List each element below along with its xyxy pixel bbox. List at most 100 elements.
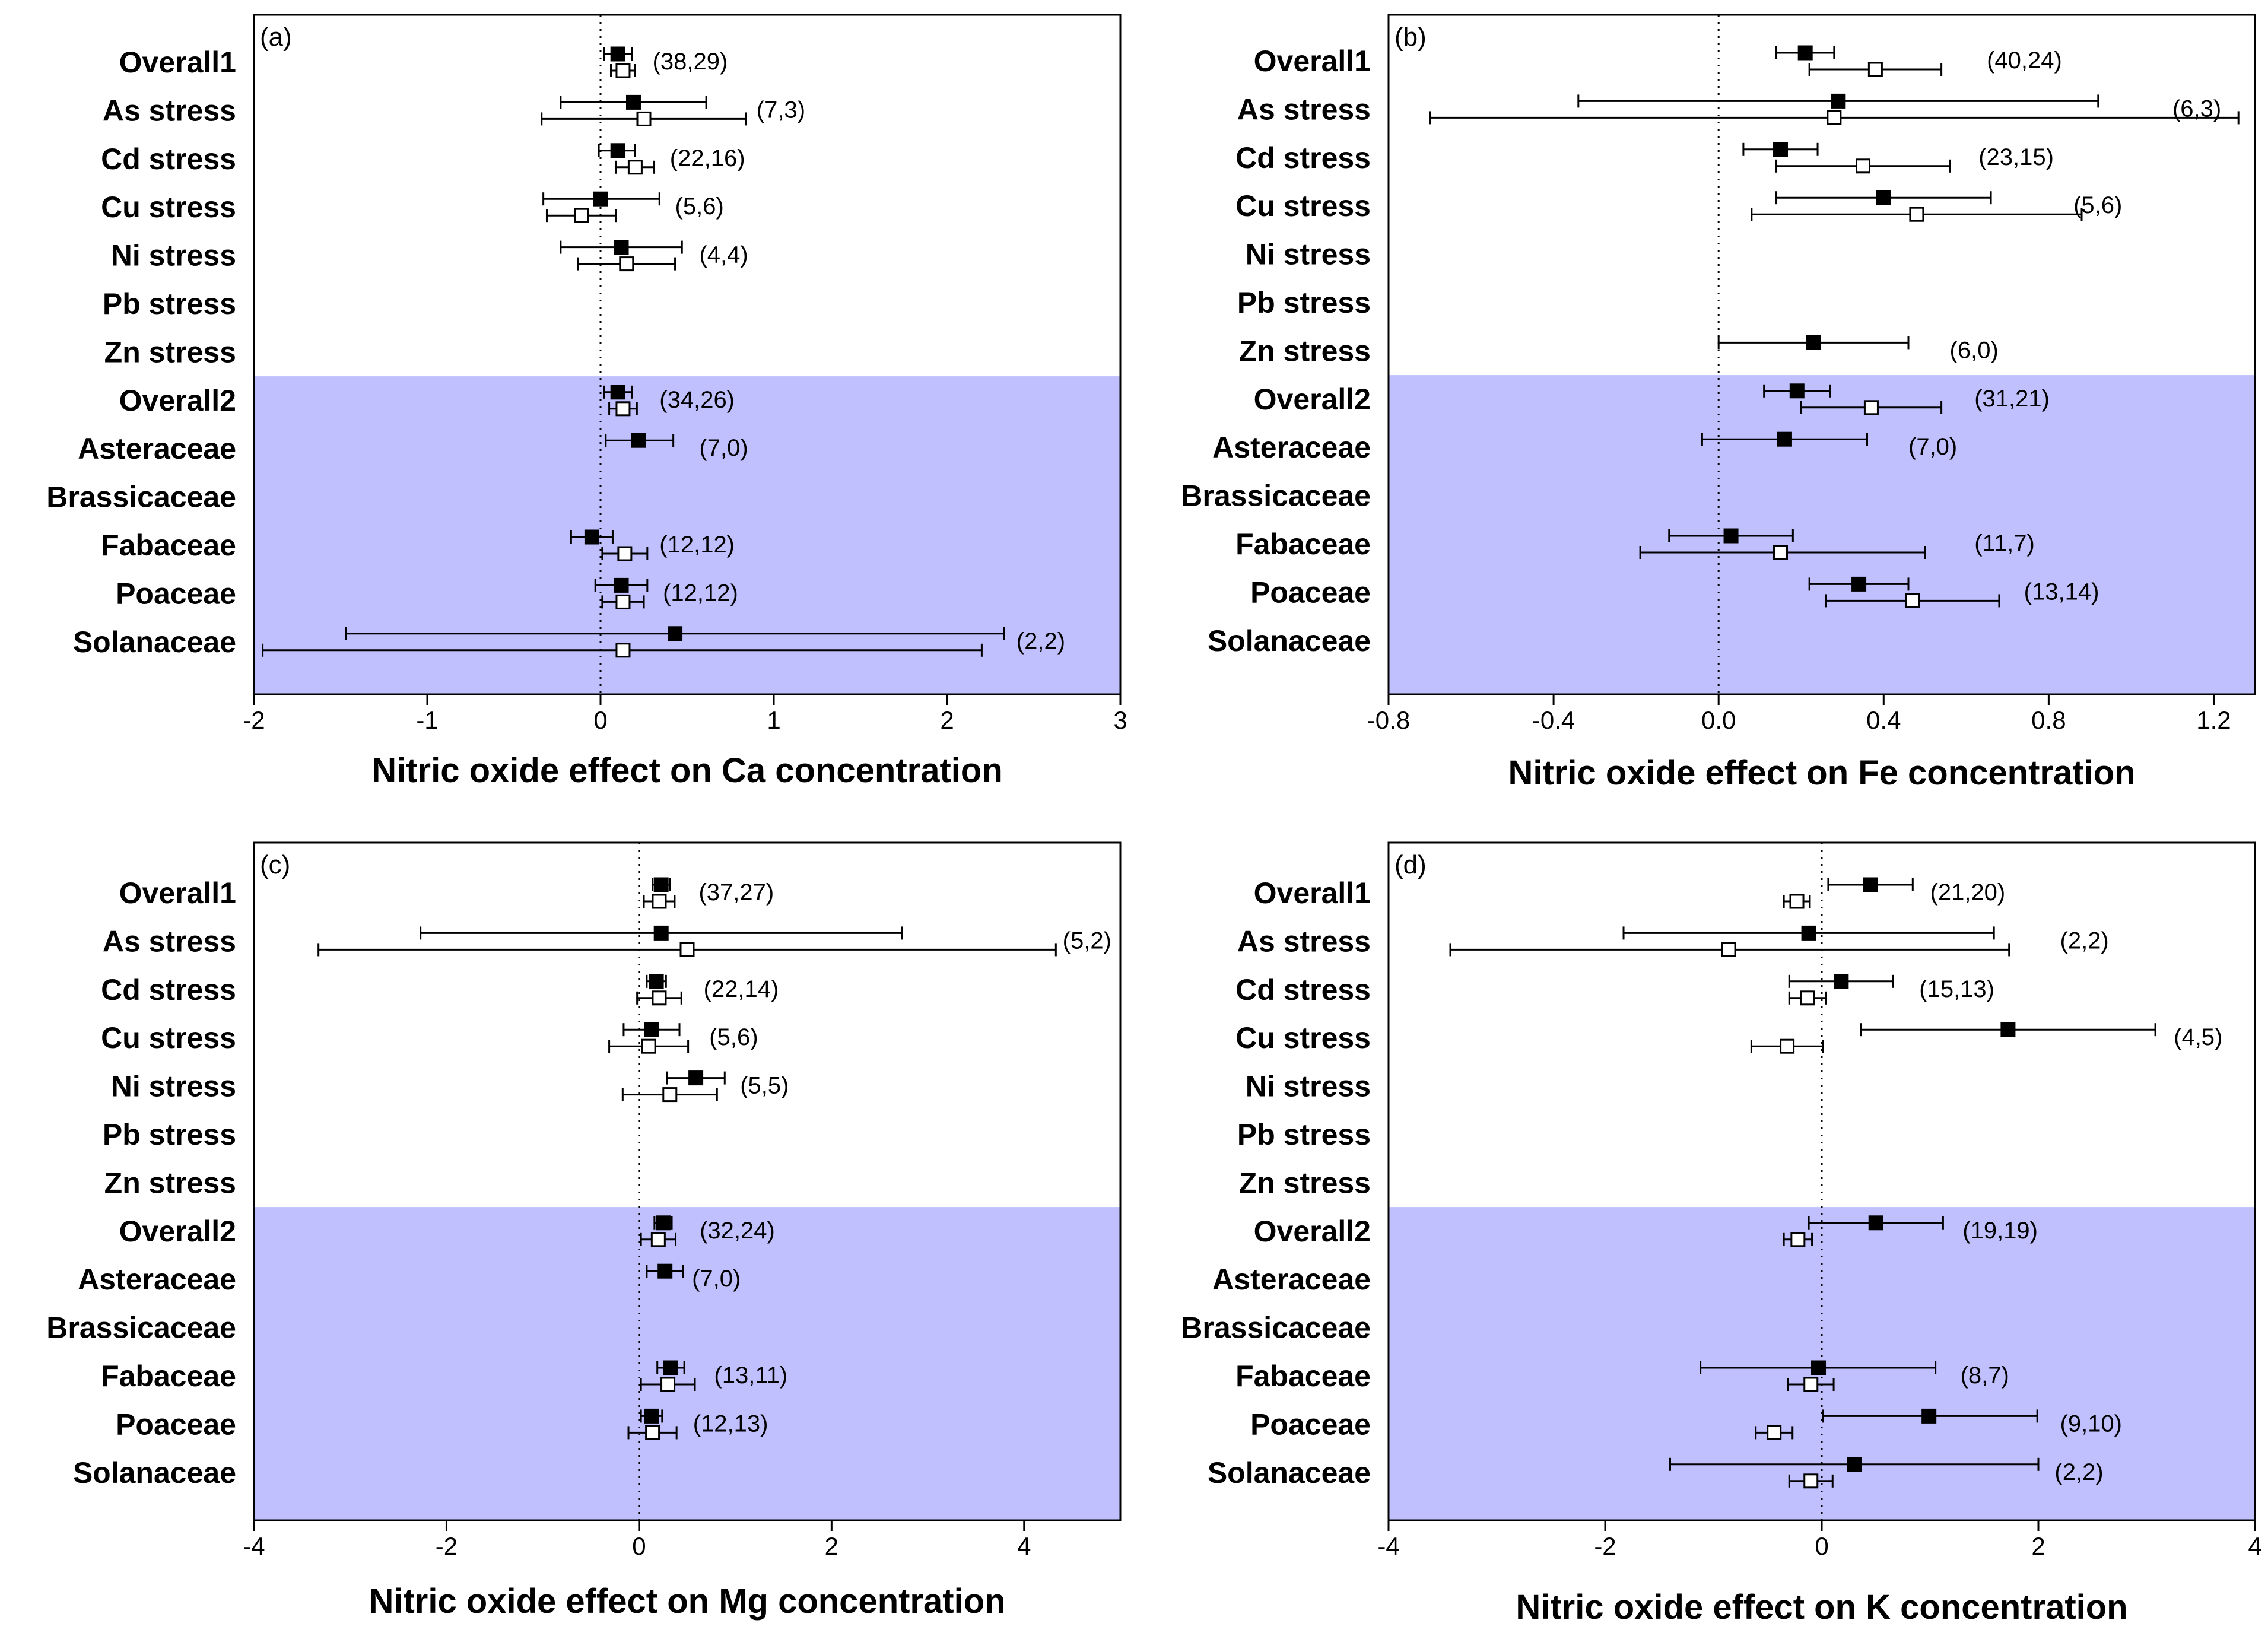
panel-a-xlabel: Nitric oxide effect on Ca concentration [371, 751, 1003, 790]
panel-a-xtick-label: 1 [767, 706, 780, 734]
panel-a-n-label-overall1: (38,29) [653, 49, 728, 75]
panel-c-open-overall1-point [652, 894, 667, 909]
panel-c-xtick-label: 2 [825, 1532, 838, 1560]
panel-d-n-label-overall1: (21,20) [1930, 879, 2006, 906]
panel-b-category-zn-stress: Zn stress [1239, 334, 1371, 367]
panel-d-open-poaceae-point [1767, 1425, 1782, 1440]
panel-d-n-label-cd-stress: (15,13) [1919, 976, 1994, 1002]
panel-a-category-brassicaceae: Brassicaceae [46, 481, 236, 514]
panel-a-xtick-label: -2 [243, 706, 265, 734]
panel-c-filled-asteraceae-point [657, 1263, 673, 1279]
panel-b-n-label-overall1: (40,24) [1987, 47, 2062, 74]
panel-d-filled-cu-stress-point [2000, 1022, 2016, 1037]
panel-d-category-solanaceae: Solanaceae [1208, 1456, 1371, 1489]
panel-d-xtick-label: 2 [2031, 1532, 2045, 1560]
panel-c-n-label-ni-stress: (5,5) [740, 1073, 789, 1099]
panel-d-open-overall1-point [1789, 894, 1805, 909]
panel-a-category-ni-stress: Ni stress [111, 239, 236, 272]
panel-b-category-ni-stress: Ni stress [1246, 238, 1371, 271]
panel-d-filled-cd-stress-point [1834, 974, 1849, 989]
panel-a-open-fabaceae-point [617, 546, 633, 561]
panel-b-filled-asteraceae-point [1777, 431, 1792, 447]
panel-b-category-poaceae: Poaceae [1250, 576, 1371, 609]
panel-a-filled-overall2-point [610, 385, 625, 400]
panel-d-xtick-label: 4 [2248, 1532, 2261, 1560]
panel-d: (d) Overall1 As stress Cd stress Cu stress Ni… [1181, 841, 2262, 1627]
panel-c-xtick-label: -2 [436, 1532, 458, 1560]
panel-c-open-cd-stress-point [652, 990, 667, 1006]
panel-a-filled-overall1-point [610, 46, 625, 62]
panel-c-category-as-stress: As stress [103, 925, 236, 958]
panel-b-xtick-label: 0.0 [1701, 706, 1736, 734]
panel-d-category-asteraceae: Asteraceae [1212, 1263, 1371, 1296]
panel-b-category-pb-stress: Pb stress [1237, 286, 1371, 319]
panel-b-open-overall1-point [1867, 62, 1883, 77]
panel-a-open-ni-stress-point [619, 256, 634, 272]
panel-c-category-cu-stress: Cu stress [101, 1021, 236, 1054]
panel-b-n-label-cd-stress: (23,15) [1978, 144, 2054, 170]
panel-c-filled-poaceae-point [644, 1408, 659, 1424]
panel-b-xtick-label: 1.2 [2196, 706, 2231, 734]
panel-b-open-as-stress-point [1827, 110, 1842, 125]
panel-d-open-cu-stress-point [1780, 1038, 1795, 1054]
panel-a-filled-as-stress-point [625, 94, 641, 110]
panel-a-n-label-asteraceae: (7,0) [699, 435, 748, 461]
panel-d-n-label-cu-stress: (4,5) [2174, 1024, 2222, 1050]
panel-b-category-cu-stress: Cu stress [1235, 189, 1371, 223]
panel-c-filled-cu-stress-point [644, 1022, 659, 1037]
panel-a-open-overall1-point [615, 63, 631, 78]
panel-b-open-poaceae-point [1905, 593, 1920, 608]
panel-c-n-label-overall1: (37,27) [698, 879, 774, 906]
panel-b-filled-fabaceae-point [1723, 528, 1739, 544]
panel-b-xlabel: Nitric oxide effect on Fe concentration [1508, 754, 2135, 792]
panel-a-xtick-label: -1 [416, 706, 438, 734]
panel-a-category-overall2: Overall2 [119, 384, 236, 417]
panel-b-xtick-label: -0.4 [1532, 706, 1575, 734]
panel-c-open-as-stress-point [679, 942, 695, 957]
panel-b-category-brassicaceae: Brassicaceae [1181, 479, 1371, 513]
panel-d-category-cu-stress: Cu stress [1235, 1021, 1371, 1054]
panel-c-filled-cd-stress-point [649, 974, 664, 989]
panel-a-open-as-stress-point [636, 111, 652, 126]
panel-c-frame [253, 841, 1122, 1521]
panel-c-category-cd-stress: Cd stress [101, 973, 236, 1006]
panel-b-n-label-fabaceae: (11,7) [1974, 530, 2035, 557]
panel-a-filled-solanaceae-point [668, 626, 683, 641]
panel-b-category-as-stress: As stress [1237, 93, 1371, 126]
panel-d-filled-overall1-point [1863, 877, 1878, 892]
panel-b-label: (b) [1395, 23, 1427, 52]
panel-d-open-fabaceae-point [1803, 1377, 1819, 1392]
panel-c-n-label-poaceae: (12,13) [693, 1411, 768, 1437]
panel-c-category-fabaceae: Fabaceae [101, 1359, 236, 1393]
panel-b-n-label-overall2: (31,21) [1974, 386, 2050, 412]
panel-a-open-cu-stress-point [574, 208, 589, 223]
panel-b-xtick-label: 0.4 [1866, 706, 1901, 734]
panel-a-xtick-label: 2 [940, 706, 954, 734]
panel-c-category-overall1: Overall1 [119, 876, 236, 910]
panel-b-n-label-poaceae: (13,14) [2024, 579, 2099, 605]
panel-c-category-pb-stress: Pb stress [103, 1118, 236, 1151]
panel-b-category-cd-stress: Cd stress [1235, 141, 1371, 174]
panel-d-category-overall2: Overall2 [1254, 1215, 1371, 1248]
panel-a-xtick-label: 3 [1113, 706, 1127, 734]
panel-d-n-label-overall2: (19,19) [1962, 1218, 2038, 1244]
panel-c-open-overall2-point [650, 1232, 666, 1247]
panel-b-xtick-label: 0.8 [2031, 706, 2066, 734]
panel-a-category-fabaceae: Fabaceae [101, 529, 236, 562]
panel-b-shaded-band [1389, 375, 2255, 694]
panel-b-frame [1387, 14, 2256, 695]
panel-c-n-label-cd-stress: (22,14) [704, 976, 779, 1002]
panel-c-n-label-as-stress: (5,2) [1063, 927, 1111, 954]
panel-d-n-label-fabaceae: (8,7) [1961, 1362, 2009, 1389]
panel-a-open-solanaceae-point [615, 643, 631, 658]
panel-d-filled-solanaceae-point [1847, 1457, 1862, 1472]
panel-d-category-as-stress: As stress [1237, 925, 1371, 958]
panel-d-filled-as-stress-point [1801, 925, 1816, 941]
panel-b-xtick-label: -0.8 [1367, 706, 1410, 734]
panel-a-n-label-as-stress: (7,3) [757, 97, 805, 123]
panel-a-filled-ni-stress-point [614, 240, 629, 255]
panel-c: (c) Overall1 As stress Cd stress Cu stress Ni… [46, 841, 1122, 1621]
panel-c-category-ni-stress: Ni stress [111, 1070, 236, 1103]
panel-b-filled-overall1-point [1797, 45, 1813, 61]
panel-a-shaded-band [254, 376, 1120, 694]
